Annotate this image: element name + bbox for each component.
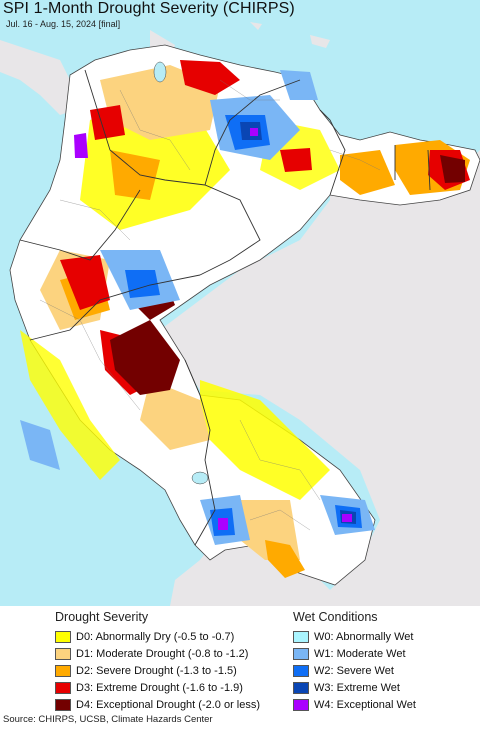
source-credit: Source: CHIRPS, UCSB, Climate Hazards Ce…	[3, 714, 213, 725]
swatch-d2	[55, 664, 71, 677]
legend-item-d3: D3: Extreme Drought (-1.6 to -1.9)	[55, 679, 260, 696]
legend: Drought Severity D0: Abnormally Dry (-0.…	[0, 606, 480, 712]
drought-map: SPI 1-Month Drought Severity (CHIRPS) Ju…	[0, 0, 480, 606]
legend-label-w2: W2: Severe Wet	[314, 664, 394, 677]
wet-legend: Wet Conditions W0: Abnormally Wet W1: Mo…	[293, 610, 416, 713]
legend-item-d1: D1: Moderate Drought (-0.8 to -1.2)	[55, 645, 260, 662]
lake-titicaca	[191, 471, 209, 485]
wet-legend-heading: Wet Conditions	[293, 610, 378, 624]
legend-label-d0: D0: Abnormally Dry (-0.5 to -0.7)	[76, 630, 235, 643]
legend-label-w0: W0: Abnormally Wet	[314, 630, 414, 643]
outside-region-land	[160, 150, 480, 606]
legend-item-d2: D2: Severe Drought (-1.3 to -1.5)	[55, 662, 260, 679]
severity-patches	[20, 60, 470, 578]
caribbean-island	[310, 35, 330, 48]
swatch-d3	[55, 681, 71, 694]
swatch-w0	[293, 630, 309, 643]
map-title: SPI 1-Month Drought Severity (CHIRPS)	[3, 0, 295, 17]
legend-item-w4: W4: Exceptional Wet	[293, 696, 416, 713]
lake-maracaibo	[153, 61, 167, 83]
drought-legend-heading: Drought Severity	[55, 610, 149, 624]
legend-item-w1: W1: Moderate Wet	[293, 645, 416, 662]
legend-label-d4: D4: Exceptional Drought (-2.0 or less)	[76, 698, 261, 711]
legend-item-w0: W0: Abnormally Wet	[293, 628, 416, 645]
map-subtitle: Jul. 16 - Aug. 15, 2024 [final]	[6, 19, 121, 29]
country-borders	[19, 69, 431, 546]
swatch-w2	[293, 664, 309, 677]
swatch-w4	[293, 698, 309, 711]
swatch-w3	[293, 681, 309, 694]
legend-label-w4: W4: Exceptional Wet	[314, 698, 416, 711]
legend-label-w1: W1: Moderate Wet	[314, 647, 406, 660]
admin-borders	[39, 79, 381, 531]
legend-label-d1: D1: Moderate Drought (-0.8 to -1.2)	[76, 647, 249, 660]
swatch-d0	[55, 630, 71, 643]
legend-label-d3: D3: Extreme Drought (-1.6 to -1.9)	[76, 681, 243, 694]
swatch-d1	[55, 647, 71, 660]
legend-item-d0: D0: Abnormally Dry (-0.5 to -0.7)	[55, 628, 260, 645]
drought-legend: Drought Severity D0: Abnormally Dry (-0.…	[55, 610, 260, 713]
legend-label-w3: W3: Extreme Wet	[314, 681, 400, 694]
swatch-w1	[293, 647, 309, 660]
swatch-d4	[55, 698, 71, 711]
central-america-land	[0, 40, 75, 115]
map-svg	[0, 22, 480, 606]
legend-label-d2: D2: Severe Drought (-1.3 to -1.5)	[76, 664, 237, 677]
legend-item-d4: D4: Exceptional Drought (-2.0 or less)	[55, 696, 260, 713]
caribbean-island	[250, 22, 262, 30]
legend-item-w3: W3: Extreme Wet	[293, 679, 416, 696]
legend-item-w2: W2: Severe Wet	[293, 662, 416, 679]
